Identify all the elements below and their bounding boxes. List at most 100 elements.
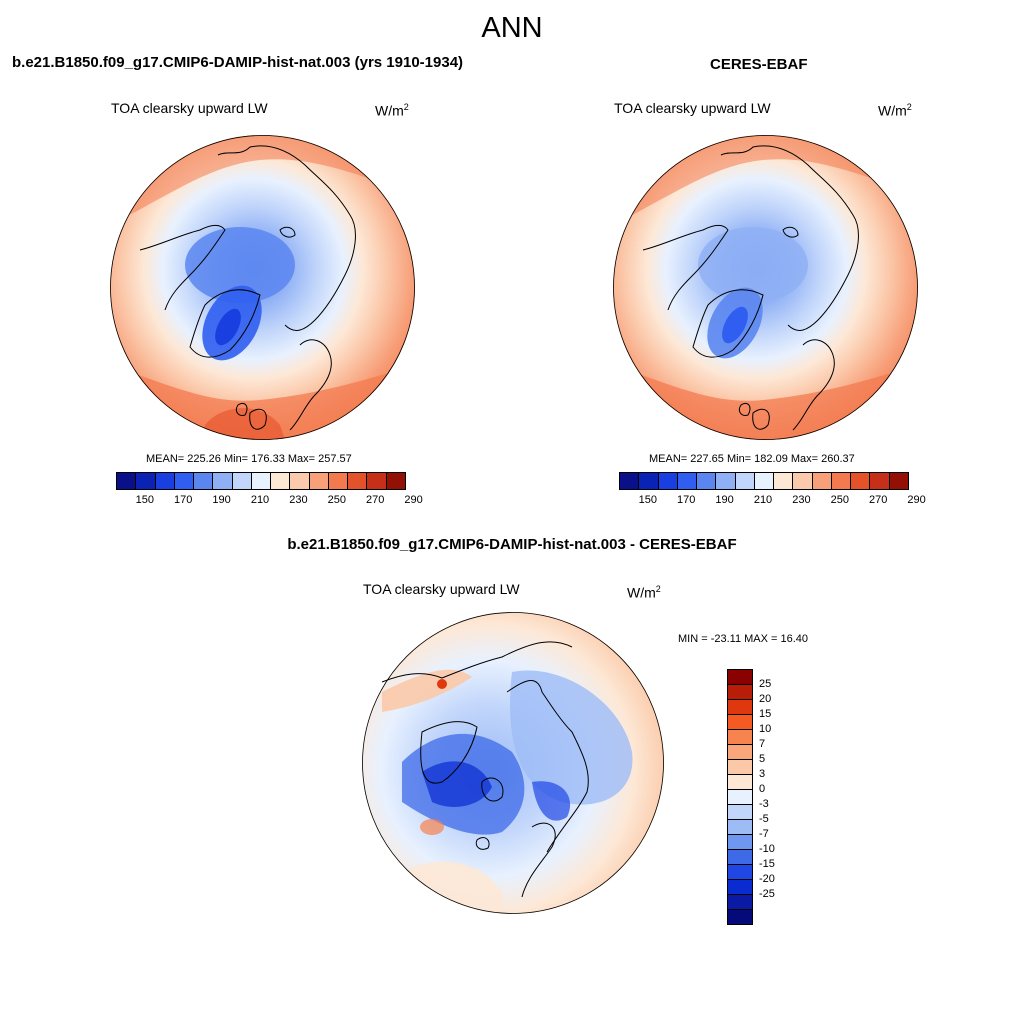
obs-coastlines: [642, 145, 859, 431]
model-colorbar-swatch: [155, 473, 175, 489]
model-colorbar-swatch: [251, 473, 272, 489]
obs-colorbar-swatch: [735, 473, 755, 489]
obs-colorbar-swatch: [620, 473, 640, 489]
diff-colorbar-tick-label: 5: [759, 753, 766, 765]
obs-colorbar-tick-label: 210: [753, 494, 773, 506]
model-hot-europe: [200, 408, 285, 440]
model-cold-arctic: [185, 227, 295, 303]
diff-colorbar-swatch: [728, 910, 752, 924]
model-coastlines: [139, 145, 356, 431]
model-colorbar-swatch: [213, 473, 233, 489]
model-colorbar-tick-label: 190: [212, 494, 231, 506]
model-colorbar-swatch: [136, 473, 156, 489]
obs-colorbar: [619, 472, 909, 490]
diff-colorbar-swatch: [728, 880, 752, 895]
model-colorbar-swatch: [174, 473, 195, 489]
model-colorbar-swatch: [309, 473, 329, 489]
obs-colorbar-tick-label: 270: [869, 494, 888, 506]
model-warm-pacific: [110, 135, 415, 225]
model-colorbar-tick-label: 170: [174, 494, 193, 506]
model-colorbar-swatch: [328, 473, 349, 489]
obs-colorbar-tick-label: 250: [830, 494, 849, 506]
model-colorbar-swatch: [232, 473, 252, 489]
obs-colorbar-swatch: [639, 473, 659, 489]
obs-variable-label: TOA clearsky upward LW: [614, 100, 771, 116]
model-coldest-greenland: [215, 308, 241, 346]
diff-colorbar-tick-label: -3: [759, 798, 769, 810]
obs-colorbar-swatch: [831, 473, 852, 489]
diff-hot-spot: [437, 679, 447, 689]
model-colorbar: [116, 472, 406, 490]
obs-colorbar-swatch: [677, 473, 698, 489]
obs-coldest-greenland: [722, 306, 748, 344]
diff-cool-arctic-east: [510, 670, 633, 805]
diff-colorbar-swatch: [728, 865, 752, 880]
diff-colorbar-tick-label: -25: [759, 888, 775, 900]
model-colorbar-tick-label: 270: [366, 494, 385, 506]
model-colorbar-swatch: [386, 473, 405, 489]
obs-colorbar-swatch: [754, 473, 775, 489]
obs-stats-text: MEAN= 227.65 Min= 182.09 Max= 260.37: [649, 453, 855, 465]
model-colorbar-swatch: [271, 473, 291, 489]
obs-colorbar-swatch: [812, 473, 832, 489]
diff-colorbar-tick-label: 20: [759, 693, 772, 705]
diff-colorbar-swatch: [728, 805, 752, 820]
diff-colorbar-tick-label: 25: [759, 678, 772, 690]
obs-colorbar-tick-label: 190: [715, 494, 734, 506]
diff-colorbar-swatch: [728, 700, 752, 715]
obs-colorbar-ticks: 150 170 190 210 230 250 270 290: [619, 494, 926, 508]
model-colorbar-swatch: [194, 473, 214, 489]
diff-colorbar-swatch: [728, 760, 752, 775]
diff-colorbar-tick-label: 3: [759, 768, 766, 780]
obs-polar-map: [613, 135, 918, 440]
diff-colorbar-tick-label: -5: [759, 813, 769, 825]
obs-colorbar-swatch: [851, 473, 871, 489]
diff-colorbar-tick-label: 7: [759, 738, 766, 750]
figure-title: ANN: [481, 12, 543, 44]
diff-variable-label: TOA clearsky upward LW: [363, 581, 520, 597]
diff-colorbar-swatch: [728, 745, 752, 760]
diff-colorbar-tick-label: -10: [759, 843, 775, 855]
model-panel-title: b.e21.B1850.f09_g17.CMIP6-DAMIP-hist-nat…: [12, 54, 464, 71]
model-colorbar-tick-label: 150: [135, 494, 154, 506]
obs-units-label: W/m2: [878, 102, 912, 119]
diff-colorbar-swatch: [728, 730, 752, 745]
obs-colorbar-tick-label: 290: [907, 494, 926, 506]
model-colorbar-swatch: [348, 473, 368, 489]
model-variable-label: TOA clearsky upward LW: [111, 100, 268, 116]
obs-colorbar-swatch: [658, 473, 678, 489]
diff-warm-alaska: [382, 669, 472, 712]
diff-colorbar-tick-label: -15: [759, 858, 775, 870]
diff-colorbar-tick-label: 10: [759, 723, 772, 735]
diff-cold-scandinavia: [532, 781, 571, 821]
diff-colorbar-swatch: [728, 685, 752, 700]
obs-map-border: [613, 135, 918, 440]
diff-colorbar-swatch: [728, 670, 752, 685]
diff-colorbar-swatch: [728, 835, 752, 850]
diff-colorbar-swatch: [728, 820, 752, 835]
obs-warm-pacific: [613, 135, 918, 225]
model-colorbar-swatch: [290, 473, 310, 489]
obs-colorbar-tick-label: 170: [677, 494, 696, 506]
diff-colorbar: [727, 669, 753, 925]
obs-colorbar-swatch: [716, 473, 736, 489]
diff-colorbar-swatch: [728, 895, 752, 910]
diff-map-border: [362, 612, 664, 914]
obs-colorbar-swatch: [889, 473, 908, 489]
diff-colorbar-tick-label: 0: [759, 783, 766, 795]
model-colorbar-ticks: 150 170 190 210 230 250 270 290: [116, 494, 423, 508]
obs-colorbar-tick-label: 150: [638, 494, 657, 506]
model-colorbar-tick-label: 290: [404, 494, 423, 506]
diff-coldest-canada: [422, 761, 492, 807]
diff-colorbar-tick-label: 15: [759, 708, 772, 720]
diff-colorbar-swatch: [728, 790, 752, 805]
model-stats-text: MEAN= 225.26 Min= 176.33 Max= 257.57: [146, 453, 352, 465]
diff-warm-labrador: [420, 819, 444, 835]
model-units-label: W/m2: [375, 102, 409, 119]
model-map-border: [110, 135, 415, 440]
diff-colorbar-swatch: [728, 715, 752, 730]
model-colorbar-swatch: [367, 473, 387, 489]
diff-colorbar-swatch: [728, 775, 752, 790]
model-colorbar-tick-label: 250: [327, 494, 346, 506]
diff-coastlines: [381, 641, 589, 898]
